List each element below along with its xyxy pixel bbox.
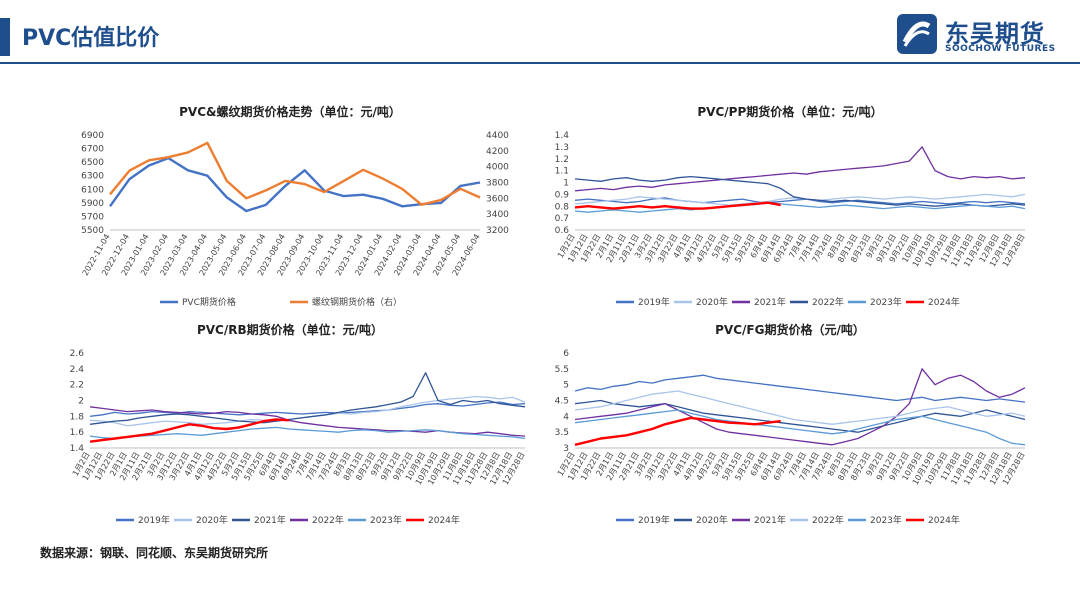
c4-title: PVC/FG期货价格（元/吨） xyxy=(715,322,865,337)
c3-ytick: 2 xyxy=(78,397,84,407)
c4-legend-label: 2020年 xyxy=(696,514,728,526)
c1-ytick: 5500 xyxy=(81,226,104,236)
c1-legend-label: 螺纹钢期货价格（右） xyxy=(312,296,402,308)
c2-ytick: 1.4 xyxy=(555,131,570,141)
c4-series-line-1 xyxy=(574,399,1026,433)
logo-text-en: SOOCHOW FUTURES xyxy=(945,44,1056,54)
logo-mark-icon xyxy=(897,14,937,54)
c1-series-line-1 xyxy=(109,141,481,206)
c4-legend-label: 2024年 xyxy=(928,514,960,526)
c1-legend-label: PVC期货价格 xyxy=(182,296,236,308)
c4-series-line-4 xyxy=(574,409,1026,446)
c3-title: PVC/RB期货价格（单位：元/吨） xyxy=(197,322,383,337)
c1-y2tick: 3600 xyxy=(486,194,509,204)
header-divider xyxy=(0,62,1080,64)
c3-ytick: 1.4 xyxy=(70,444,85,454)
c1-ytick: 5900 xyxy=(81,199,104,209)
c4-ytick: 4 xyxy=(563,412,569,422)
c4-series-line-0 xyxy=(574,374,1026,403)
c2-ytick: 1.1 xyxy=(555,167,569,177)
chart-pvc-fg-ratio: PVC/FG期货价格（元/吨） 3 3.5 4 4.5 5 5.5 6 1月2日 1月12日 1月2… xyxy=(540,318,1040,533)
c1-series-line-0 xyxy=(109,156,481,213)
c3-series-line-0 xyxy=(89,401,526,417)
c2-ytick: 0.9 xyxy=(555,190,570,200)
c2-series-line-2 xyxy=(574,146,1026,192)
c1-title: PVC&螺纹期货价格走势（单位：元/吨） xyxy=(179,104,401,119)
c4-ytick: 4.5 xyxy=(555,397,569,407)
c2-series-line-0 xyxy=(574,197,1026,205)
c4-legend-label: 2022年 xyxy=(812,514,844,526)
logo-text-cn: 东吴期货 xyxy=(945,20,1045,48)
c1-ytick: 6700 xyxy=(81,145,104,155)
c4-legend-label: 2023年 xyxy=(870,514,902,526)
c1-svg: PVC&螺纹期货价格走势（单位：元/吨） 5500 5700 5900 6100 6300… xyxy=(81,104,509,308)
c3-legend-label: 2021年 xyxy=(254,514,286,526)
c2-legend-label: 2024年 xyxy=(928,296,960,308)
c3-series-line-5 xyxy=(89,418,289,443)
c2-ytick: 0.6 xyxy=(555,226,570,236)
c2-ytick: 1 xyxy=(563,179,569,189)
c2-legend-label: 2023年 xyxy=(870,296,902,308)
c2-ytick: 1.2 xyxy=(555,155,569,165)
c1-y2tick: 4000 xyxy=(486,163,509,173)
c4-legend-label: 2019年 xyxy=(638,514,670,526)
data-source-note: 数据来源：钢联、同花顺、东吴期货研究所 xyxy=(40,546,269,560)
c3-svg: PVC/RB期货价格（单位：元/吨）1.41.61.822.22.42.61月2… xyxy=(70,322,527,526)
c1-ytick: 6100 xyxy=(81,185,104,195)
c2-series-line-4 xyxy=(574,202,1026,213)
c3-series-line-4 xyxy=(89,426,526,440)
c3-legend-label: 2022年 xyxy=(312,514,344,526)
c4-legend-label: 2021年 xyxy=(754,514,786,526)
c2-series-line-3 xyxy=(574,175,1026,207)
c4-ytick: 6 xyxy=(563,349,569,359)
c4-series-line-5 xyxy=(574,416,781,446)
page-title: PVC估值比价 xyxy=(22,26,160,51)
c4-ytick: 5.5 xyxy=(555,365,569,375)
c2-legend-label: 2022年 xyxy=(812,296,844,308)
c3-ytick: 2.2 xyxy=(70,381,84,391)
chart-pvc-pp-ratio: PVC/PP期货价格（单位：元/吨） 0.6 0.7 0.8 0.9 1 1.1 1.2 1.3… xyxy=(540,100,1040,315)
c3-legend-label: 2019年 xyxy=(138,514,170,526)
c4-ytick: 5 xyxy=(563,381,569,391)
c1-y2tick: 3800 xyxy=(486,179,509,189)
c3-ytick: 2.6 xyxy=(70,349,85,359)
c1-y2tick: 3400 xyxy=(486,210,509,220)
c2-title: PVC/PP期货价格（单位：元/吨） xyxy=(697,104,882,119)
c2-legend-label: 2020年 xyxy=(696,296,728,308)
c2-series-line-5 xyxy=(574,201,781,210)
c1-ytick: 6300 xyxy=(81,172,104,182)
c2-ytick: 0.7 xyxy=(555,214,569,224)
c1-ytick: 5700 xyxy=(81,212,104,222)
c3-legend-label: 2024年 xyxy=(428,514,460,526)
c2-ytick: 1.3 xyxy=(555,143,569,153)
c3-legend-label: 2020年 xyxy=(196,514,228,526)
c2-legend-label: 2019年 xyxy=(638,296,670,308)
c3-legend-label: 2023年 xyxy=(370,514,402,526)
c1-y2tick: 4400 xyxy=(486,131,509,141)
c2-legend-label: 2021年 xyxy=(754,296,786,308)
c3-ytick: 1.8 xyxy=(70,412,85,422)
c4-series-line-2 xyxy=(574,368,1026,446)
c3-ytick: 2.4 xyxy=(70,365,85,375)
c3-series-line-2 xyxy=(89,372,526,425)
header-accent-bar xyxy=(0,18,10,56)
c1-y2tick: 3200 xyxy=(486,226,509,236)
c4-ytick: 3.5 xyxy=(555,428,569,438)
chart-pvc-rebar-price: PVC&螺纹期货价格走势（单位：元/吨） 5500 5700 5900 6100 6300… xyxy=(40,100,540,315)
c3-ytick: 1.6 xyxy=(70,428,85,438)
c2-svg: PVC/PP期货价格（单位：元/吨） 0.6 0.7 0.8 0.91 1.1 1.2 1.3… xyxy=(555,104,1027,308)
c2-ytick: 0.8 xyxy=(555,202,570,212)
c4-series-line-3 xyxy=(574,390,1026,425)
company-logo: 东吴期货 SOOCHOW FUTURES xyxy=(895,12,1070,58)
c4-ytick: 3 xyxy=(563,444,569,454)
c1-y2tick: 4200 xyxy=(486,147,509,157)
chart-pvc-rb-ratio: PVC/RB期货价格（单位：元/吨） 1.4 1.6 1.8 2 2.2 2.4 2.6 1月2… xyxy=(40,318,540,533)
c1-ytick: 6900 xyxy=(81,131,104,141)
c4-svg: PVC/FG期货价格（元/吨）33.544.555.561月2日1月12日1月2… xyxy=(555,322,1027,526)
c1-ytick: 6500 xyxy=(81,158,104,168)
